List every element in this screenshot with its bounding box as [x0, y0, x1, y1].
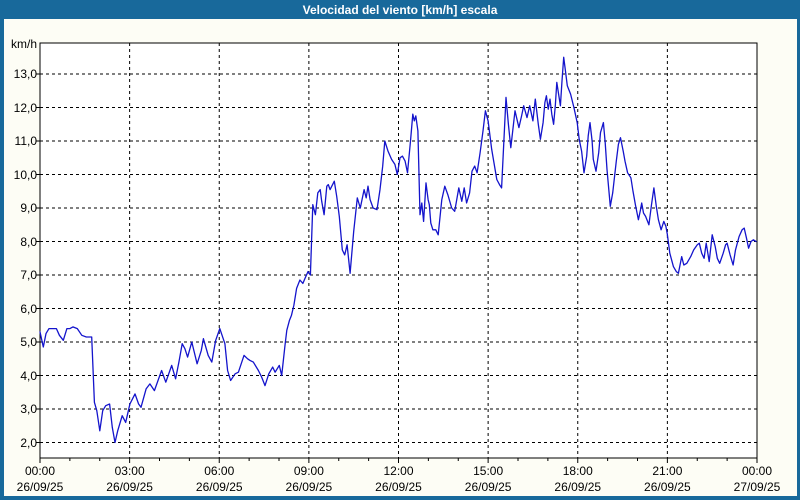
- x-tick-time-label: 09:00: [293, 464, 324, 478]
- y-tick-label: 2,0: [20, 435, 37, 450]
- x-tick-date-label: 26/09/25: [375, 480, 422, 494]
- y-tick-label: 3,0: [20, 402, 37, 416]
- y-tick-label: 5,0: [20, 335, 37, 349]
- plot-area: [39, 42, 758, 459]
- y-tick-label: 8,0: [20, 234, 37, 249]
- x-tick-date-label: 27/09/25: [733, 480, 781, 494]
- x-tick-time-label: 18:00: [562, 464, 593, 478]
- y-tick-label: 6,0: [20, 301, 37, 316]
- y-tick-label: 9,0: [20, 201, 37, 215]
- x-tick-date-label: 26/09/25: [16, 480, 64, 494]
- y-tick-label: 12,0: [13, 100, 37, 115]
- x-tick-date-label: 26/09/25: [644, 480, 691, 494]
- x-tick-date-label: 26/09/25: [195, 480, 243, 494]
- x-tick-date-label: 26/09/25: [464, 480, 512, 494]
- y-tick-label: 4,0: [20, 368, 37, 383]
- x-tick-date-label: 26/09/25: [285, 480, 333, 494]
- y-axis-unit-label: km/h: [10, 37, 37, 51]
- y-tick-label: 13,0: [13, 67, 37, 81]
- y-tick-label: 7,0: [20, 268, 37, 282]
- x-tick-time-label: 06:00: [204, 464, 235, 478]
- window-title-bar: Velocidad del viento [km/h] escala: [0, 0, 800, 19]
- y-tick-label: 10,0: [13, 167, 37, 182]
- x-tick-time-label: 00:00: [24, 464, 56, 478]
- wind-speed-line: [39, 56, 757, 444]
- x-tick-time-label: 03:00: [114, 464, 145, 478]
- x-tick-time-label: 21:00: [652, 464, 683, 478]
- y-tick-label: 11,0: [14, 134, 37, 148]
- x-tick-time-label: 00:00: [741, 464, 773, 478]
- x-tick-time-label: 12:00: [383, 464, 414, 478]
- x-tick-time-label: 15:00: [473, 464, 504, 478]
- window-title: Velocidad del viento [km/h] escala: [302, 2, 498, 17]
- x-tick-date-label: 26/09/25: [106, 480, 153, 494]
- x-tick-date-label: 26/09/25: [554, 480, 602, 494]
